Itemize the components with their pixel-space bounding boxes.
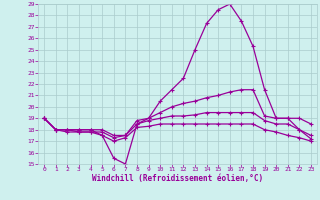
- X-axis label: Windchill (Refroidissement éolien,°C): Windchill (Refroidissement éolien,°C): [92, 174, 263, 183]
